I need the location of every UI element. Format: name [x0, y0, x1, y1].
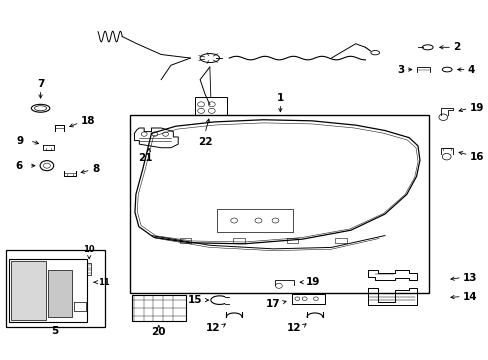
Text: 19: 19: [305, 277, 320, 287]
Text: 18: 18: [81, 116, 95, 126]
Text: 12: 12: [205, 323, 220, 333]
Text: 6: 6: [16, 161, 23, 171]
Text: 8: 8: [92, 164, 99, 174]
Bar: [129, 116, 428, 293]
Text: 4: 4: [467, 64, 474, 75]
Text: 12: 12: [286, 323, 301, 333]
Bar: [179, 238, 191, 243]
Text: 3: 3: [396, 64, 404, 75]
Bar: [11, 261, 46, 320]
Bar: [291, 294, 324, 304]
Text: 20: 20: [151, 327, 166, 337]
Text: 14: 14: [462, 292, 476, 302]
Bar: [5, 250, 105, 327]
Text: 9: 9: [17, 136, 23, 145]
Text: 22: 22: [197, 137, 212, 147]
Bar: [335, 238, 346, 243]
Text: 10: 10: [83, 245, 95, 254]
Text: 19: 19: [469, 103, 484, 113]
Text: 11: 11: [98, 278, 109, 287]
Text: 15: 15: [188, 295, 202, 305]
Text: 13: 13: [462, 273, 476, 283]
Bar: [48, 270, 72, 317]
Text: 5: 5: [51, 326, 59, 336]
Bar: [217, 209, 292, 232]
Text: 17: 17: [265, 299, 280, 309]
Bar: [132, 295, 185, 320]
Bar: [286, 238, 298, 243]
Bar: [195, 97, 226, 116]
Bar: [9, 259, 87, 321]
Text: 1: 1: [276, 93, 284, 103]
Bar: [233, 238, 244, 243]
Text: 21: 21: [138, 153, 152, 163]
Text: 7: 7: [37, 78, 44, 89]
Text: 2: 2: [452, 42, 459, 52]
Text: 16: 16: [469, 152, 484, 162]
